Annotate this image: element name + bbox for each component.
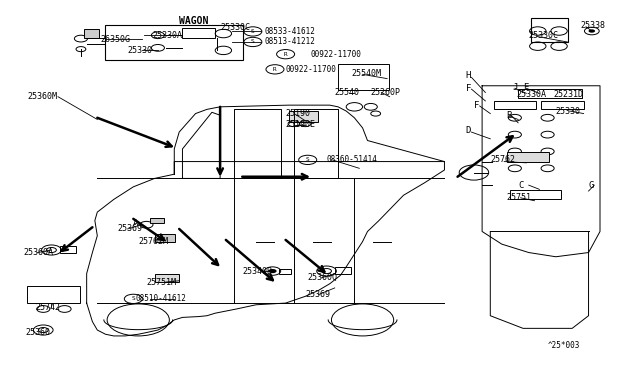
Text: 25190E: 25190E	[285, 121, 316, 129]
Text: S: S	[251, 29, 255, 34]
Text: 26350G: 26350G	[100, 35, 131, 44]
Text: F: F	[466, 84, 471, 93]
Text: F: F	[474, 101, 479, 110]
Bar	[518, 89, 582, 99]
Text: 00922-11700: 00922-11700	[285, 65, 337, 74]
Text: ^25*003: ^25*003	[548, 341, 580, 350]
Text: 25360A: 25360A	[24, 248, 54, 257]
Text: 25330C: 25330C	[529, 31, 559, 40]
Bar	[510, 190, 561, 199]
Text: 25360Q: 25360Q	[308, 273, 338, 282]
Text: A: A	[133, 219, 139, 228]
Text: 25330: 25330	[556, 106, 580, 116]
Text: G: G	[589, 181, 594, 190]
Text: H: H	[466, 71, 471, 80]
Bar	[279, 269, 291, 273]
Text: 25330A: 25330A	[516, 90, 547, 99]
Bar	[289, 112, 317, 122]
Bar	[507, 152, 549, 161]
Text: 08533-41612: 08533-41612	[264, 27, 316, 36]
Text: 25540M: 25540M	[351, 68, 381, 78]
Text: J: J	[513, 83, 518, 92]
Text: 25369: 25369	[305, 290, 330, 299]
Text: R: R	[273, 67, 277, 72]
Circle shape	[268, 269, 276, 273]
Text: 25762: 25762	[490, 155, 515, 164]
Text: 25330: 25330	[127, 46, 152, 55]
Text: B: B	[507, 111, 512, 120]
Text: 25330A: 25330A	[152, 31, 182, 40]
Bar	[335, 267, 351, 273]
Text: 25190: 25190	[285, 109, 310, 118]
Text: S: S	[251, 39, 255, 45]
Text: 08360-51414: 08360-51414	[326, 155, 378, 164]
Bar	[541, 101, 584, 109]
Text: 00922-11700: 00922-11700	[310, 50, 361, 59]
Bar	[338, 64, 388, 90]
Bar	[60, 246, 76, 253]
Text: 25231D: 25231D	[554, 90, 583, 99]
Text: 25360M: 25360M	[28, 92, 58, 101]
Text: R: R	[284, 52, 287, 57]
Text: 25340B: 25340B	[242, 267, 272, 276]
Text: 25260P: 25260P	[371, 88, 401, 97]
Text: 25360: 25360	[25, 328, 51, 337]
Circle shape	[589, 29, 595, 33]
Bar	[150, 218, 164, 223]
Text: E: E	[523, 83, 529, 92]
Text: 25338: 25338	[580, 20, 605, 30]
Text: 08513-41212: 08513-41212	[264, 38, 316, 46]
Text: 25369: 25369	[117, 224, 142, 234]
Text: D: D	[466, 126, 471, 135]
Text: WAGON: WAGON	[179, 16, 209, 26]
Text: 25742: 25742	[35, 303, 60, 312]
Text: 25330C: 25330C	[220, 23, 250, 32]
Text: 08510-41612: 08510-41612	[136, 294, 187, 304]
Bar	[182, 28, 215, 38]
Bar	[155, 234, 175, 241]
Bar	[493, 101, 536, 109]
Text: 25762M: 25762M	[138, 237, 168, 246]
Text: 25751M: 25751M	[147, 278, 177, 286]
Bar	[27, 286, 80, 303]
Text: 25540: 25540	[335, 88, 360, 97]
Bar	[155, 273, 179, 282]
Bar	[531, 17, 568, 42]
Bar	[84, 29, 99, 38]
Text: S: S	[131, 296, 135, 301]
Bar	[106, 25, 243, 60]
Text: 25751: 25751	[507, 193, 532, 202]
Text: C: C	[518, 181, 524, 190]
Text: S: S	[306, 157, 310, 163]
